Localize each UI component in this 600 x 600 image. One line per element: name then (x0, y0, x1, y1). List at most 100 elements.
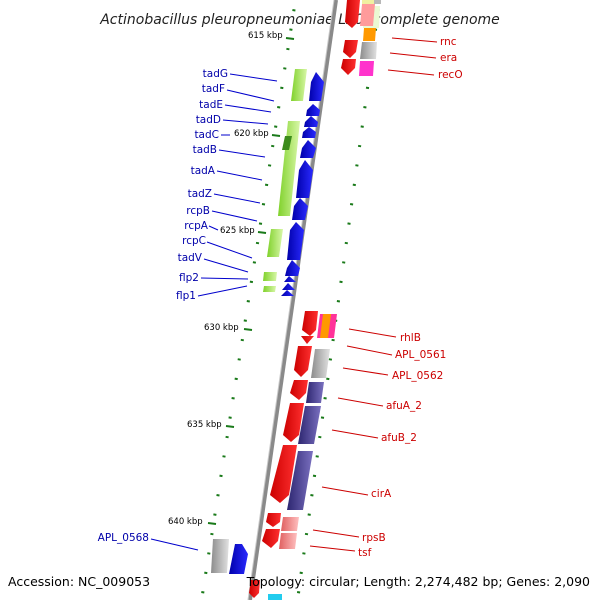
gene-label-afuB_2[interactable]: afuB_2 (381, 432, 417, 444)
gene-label-APL_0568[interactable]: APL_0568 (98, 532, 149, 544)
minor-tick (240, 338, 244, 342)
minor-tick (360, 125, 364, 128)
gene-label-tadA[interactable]: tadA (191, 165, 216, 177)
minor-tick (264, 183, 269, 187)
cds-feature (267, 229, 283, 257)
cds-feature (291, 69, 307, 101)
gene-leader-line (213, 193, 261, 204)
kbp-label: 640 kbp (168, 517, 203, 527)
minor-tick (307, 513, 311, 516)
cds-feature (211, 539, 229, 573)
gene-arrow (282, 283, 295, 290)
gene-leader-line (342, 367, 389, 376)
minor-tick (315, 455, 319, 458)
gene-label-flp2[interactable]: flp2 (179, 272, 199, 284)
gene-label-tsf[interactable]: tsf (358, 547, 372, 559)
cds-feature (360, 42, 377, 59)
minor-tick (246, 300, 250, 303)
genome-summary-text: Topology: circular; Length: 2,274,482 bp… (246, 574, 590, 589)
gene-label-rcpB[interactable]: rcpB (186, 205, 210, 217)
gene-arrow (281, 290, 294, 296)
genome-backbone (248, 0, 338, 600)
minor-tick (339, 280, 343, 284)
minor-tick (234, 377, 238, 381)
gene-label-tadC[interactable]: tadC (194, 129, 219, 141)
minus-strand-gene-track (281, 72, 324, 296)
apl-0568-region (211, 539, 248, 574)
gene-arrow (304, 116, 318, 127)
gene-arrow (300, 140, 316, 158)
minor-tick (210, 532, 214, 536)
gene-arrow (296, 160, 313, 198)
gene-arrow (266, 513, 281, 527)
gene-leader-line (222, 119, 269, 125)
gene-label-afuA_2[interactable]: afuA_2 (386, 400, 422, 412)
gene-leader-line (331, 429, 379, 439)
gene-label-tadE[interactable]: tadE (199, 99, 223, 111)
minor-tick (207, 552, 211, 555)
map-title: Actinobacillus pleuropneumoniae L20, com… (99, 12, 500, 28)
plus-strand-gene-track (249, 0, 360, 598)
gene-arrow (302, 127, 316, 138)
right-gene-labels: rnc era recO rhlB APL_0561 APL_0562 afuA… (309, 36, 463, 559)
gene-label-APL_0562[interactable]: APL_0562 (392, 370, 443, 382)
gene-label-rnc[interactable]: rnc (440, 36, 457, 48)
gene-label-era[interactable]: era (440, 52, 457, 64)
minor-tick (216, 494, 220, 497)
minor-tick (347, 222, 351, 225)
minor-tick (274, 125, 278, 128)
gene-arrow (301, 336, 314, 344)
kbp-major-tick (285, 37, 295, 40)
gene-label-cirA[interactable]: cirA (371, 488, 392, 500)
gene-arrow (283, 403, 304, 442)
gene-arrow (294, 346, 312, 377)
accession-text: Accession: NC_009053 (8, 574, 150, 589)
gene-arrow (285, 260, 300, 276)
gene-label-rcpA[interactable]: rcpA (184, 220, 209, 232)
gene-leader-line (312, 529, 360, 538)
minor-tick (228, 416, 232, 419)
minor-tick (344, 241, 348, 245)
gene-leader-line (224, 104, 272, 113)
gene-leader-line (321, 486, 369, 496)
minor-tick (231, 397, 235, 400)
minor-tick (304, 532, 309, 536)
gene-arrow (290, 380, 308, 400)
gene-label-tadD[interactable]: tadD (196, 114, 221, 126)
gene-label-flp1[interactable]: flp1 (176, 290, 196, 302)
gene-label-rcpC[interactable]: rcpC (182, 235, 206, 247)
kbp-label: 625 kbp (220, 226, 255, 236)
cds-feature (360, 4, 375, 26)
gene-label-tadF[interactable]: tadF (202, 83, 225, 95)
minor-tick (222, 455, 226, 458)
gene-arrow (262, 529, 280, 548)
gene-arrow (287, 222, 304, 260)
minor-tick (261, 203, 266, 206)
gene-label-tadZ[interactable]: tadZ (188, 188, 212, 200)
gene-leader-line (309, 545, 356, 552)
minor-tick (349, 203, 354, 206)
minor-tick (280, 86, 284, 90)
cds-feature (263, 272, 277, 281)
gene-arrow (270, 445, 297, 503)
minor-tick (243, 319, 247, 322)
gene-label-rhlB[interactable]: rhlB (400, 332, 421, 344)
minor-tick (299, 571, 303, 575)
minor-tick (318, 435, 322, 439)
kbp-label: 635 kbp (187, 420, 222, 430)
gene-label-rpsB[interactable]: rpsB (362, 532, 386, 544)
minor-tick (213, 513, 217, 516)
kbp-scale: 615 kbp 620 kbp 625 kbp 630 kbp 635 kbp … (168, 31, 295, 527)
gene-label-tadV[interactable]: tadV (178, 252, 203, 264)
gene-arrow (343, 40, 358, 58)
gene-label-tadB[interactable]: tadB (193, 144, 217, 156)
gene-leader-line (387, 69, 435, 76)
gene-label-recO[interactable]: recO (438, 69, 463, 81)
gene-leader-line (197, 285, 248, 297)
minor-tick (258, 222, 263, 225)
gene-label-tadG[interactable]: tadG (203, 68, 228, 80)
kbp-major-tick (243, 328, 253, 331)
gene-label-APL_0561[interactable]: APL_0561 (395, 349, 446, 361)
cds-feature (320, 314, 331, 338)
